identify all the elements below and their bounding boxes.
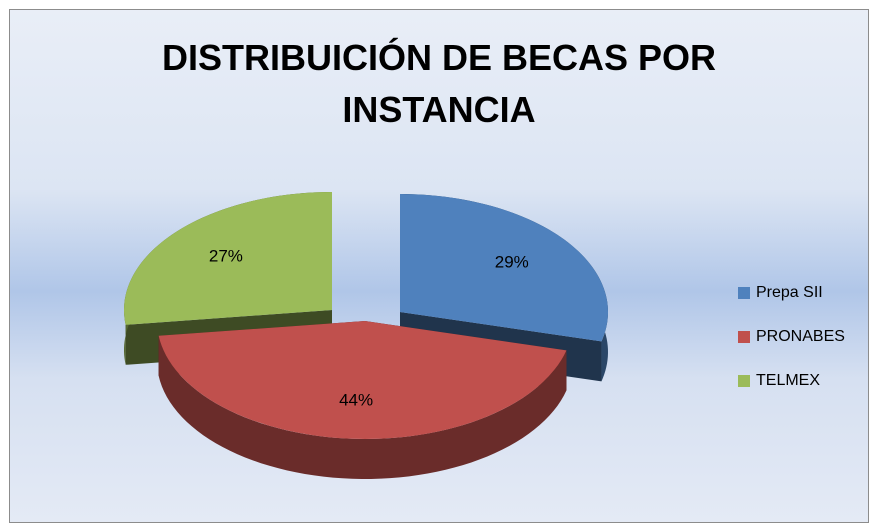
data-label: 27%	[209, 246, 243, 265]
data-label: 29%	[495, 252, 529, 271]
chart-title: DISTRIBUICIÓN DE BECAS POR INSTANCIA	[161, 37, 717, 130]
pie-slice	[400, 194, 608, 342]
legend-label: Prepa SII	[756, 284, 823, 301]
data-label: 44%	[339, 391, 373, 410]
pie-slice	[158, 321, 567, 439]
legend-swatch	[738, 331, 750, 343]
pie-slice	[124, 192, 333, 325]
legend-label: PRONABES	[756, 328, 845, 345]
legend-swatch	[738, 287, 750, 299]
legend-swatch	[738, 375, 750, 387]
slice-side	[158, 335, 567, 479]
legend-label: TELMEX	[756, 372, 820, 389]
slice	[158, 321, 567, 479]
